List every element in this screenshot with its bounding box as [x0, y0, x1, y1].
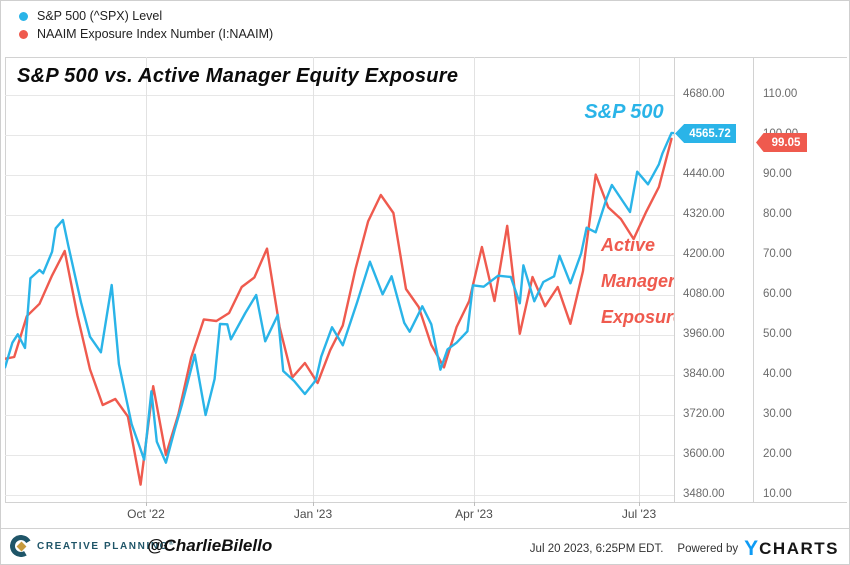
y-axis-tick-label: 20.00	[763, 448, 792, 460]
x-axis-tick-mark	[146, 502, 147, 506]
x-axis-tick-label: Apr '23	[455, 507, 493, 521]
axis-separator-1	[674, 57, 675, 502]
naaim-line-series	[5, 137, 673, 486]
y-axis-tick-label: 110.00	[763, 88, 798, 100]
plot-bottom-border	[5, 502, 847, 503]
powered-by-label: Powered by	[677, 543, 739, 555]
plot-top-border	[5, 57, 847, 58]
y-axis-tick-label: 50.00	[763, 328, 792, 340]
y-axis-tick-label: 3600.00	[683, 448, 725, 460]
gridline-vertical	[146, 57, 147, 502]
annotation-line-manager: Manager	[601, 271, 674, 291]
legend-label-naaim: NAAIM Exposure Index Number (I:NAAIM)	[37, 27, 274, 41]
y-axis-tick-label: 70.00	[763, 248, 792, 260]
x-axis-tick-label: Oct '22	[127, 507, 165, 521]
y-axis-tick-label: 3840.00	[683, 368, 725, 380]
gridline-horizontal	[5, 95, 674, 96]
legend: S&P 500 (^SPX) Level NAAIM Exposure Inde…	[19, 7, 273, 43]
y-axis-tick-label: 3480.00	[683, 488, 725, 500]
creative-planning-logo-icon	[7, 532, 35, 560]
footer: CREATIVE PLANNING® @CharlieBilello Jul 2…	[1, 529, 849, 564]
gridline-horizontal	[5, 295, 674, 296]
twitter-handle[interactable]: @CharlieBilello	[147, 536, 273, 555]
gridline-vertical	[639, 57, 640, 502]
active-manager-exposure-annotation: Active Manager Exposure	[601, 227, 674, 335]
gridline-horizontal	[5, 375, 674, 376]
y-axis-tick-label: 4320.00	[683, 208, 725, 220]
plot-left-border	[5, 57, 6, 502]
spx-line-series	[5, 131, 674, 464]
legend-item-spx[interactable]: S&P 500 (^SPX) Level	[19, 7, 273, 25]
y-axis-tick-label: 3720.00	[683, 408, 725, 420]
ycharts-logo[interactable]: Y CHARTS	[744, 537, 839, 560]
x-axis-tick-mark	[639, 502, 640, 506]
spx-series-dot-icon	[19, 11, 28, 21]
x-axis-tick-label: Jan '23	[293, 507, 333, 521]
x-axis-tick-label: Jul '23	[621, 507, 657, 521]
x-axis-tick-mark	[474, 502, 475, 506]
naaim-value-badge: 99.05	[756, 133, 807, 152]
gridline-horizontal	[5, 215, 674, 216]
legend-item-naaim[interactable]: NAAIM Exposure Index Number (I:NAAIM)	[19, 25, 273, 43]
chart-title: S&P 500 vs. Active Manager Equity Exposu…	[17, 65, 459, 87]
chart-footer-divider	[1, 528, 849, 529]
gridline-horizontal	[5, 495, 674, 496]
spx-value-badge: 4565.72	[675, 124, 736, 143]
gridline-horizontal	[5, 175, 674, 176]
series-canvas	[5, 131, 674, 486]
creative-planning-wordmark: CREATIVE PLANNING®	[37, 541, 176, 552]
plot-area: S&P 500 vs. Active Manager Equity Exposu…	[5, 57, 674, 502]
gridline-vertical	[313, 57, 314, 502]
y-axis-tick-label: 4680.00	[683, 88, 725, 100]
y-axis-tick-label: 40.00	[763, 368, 792, 380]
y-axis-tick-label: 30.00	[763, 408, 792, 420]
annotation-line-exposure: Exposure	[601, 307, 674, 327]
axis-separator-2	[753, 57, 754, 502]
y-axis-tick-label: 90.00	[763, 168, 792, 180]
gridline-horizontal	[5, 415, 674, 416]
legend-label-spx: S&P 500 (^SPX) Level	[37, 9, 163, 23]
y-axis-tick-label: 4080.00	[683, 288, 725, 300]
y-axis-tick-label: 4200.00	[683, 248, 725, 260]
y-axis-tick-label: 3960.00	[683, 328, 725, 340]
gridline-horizontal	[5, 335, 674, 336]
chart-timestamp: Jul 20 2023, 6:25PM EDT.	[529, 543, 664, 555]
x-axis-tick-mark	[313, 502, 314, 506]
gridline-horizontal	[5, 135, 674, 136]
y-axis-tick-label: 10.00	[763, 488, 792, 500]
naaim-series-dot-icon	[19, 29, 28, 39]
gridline-horizontal	[5, 455, 674, 456]
y-axis-tick-label: 80.00	[763, 208, 792, 220]
annotation-line-active: Active	[601, 235, 656, 255]
gridline-horizontal	[5, 255, 674, 256]
sp500-annotation: S&P 500	[584, 101, 664, 123]
y-axis-tick-label: 60.00	[763, 288, 792, 300]
y-axis-tick-label: 4440.00	[683, 168, 725, 180]
